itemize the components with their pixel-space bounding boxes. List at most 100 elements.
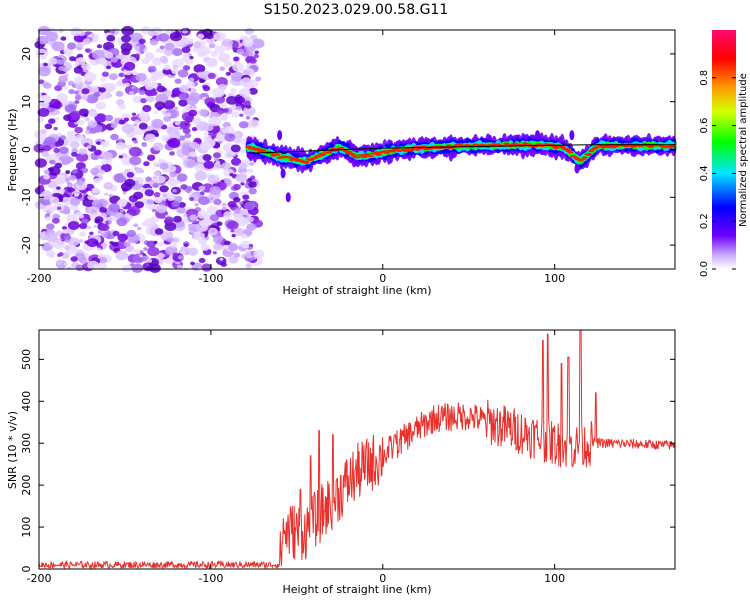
noise-speckle [141, 143, 148, 148]
noise-speckle [174, 106, 179, 110]
noise-speckle [144, 83, 154, 91]
noise-speckle [242, 194, 250, 200]
noise-speckle [189, 151, 197, 158]
noise-speckle [228, 255, 239, 264]
noise-speckle [184, 133, 192, 139]
noise-speckle [248, 243, 254, 248]
noise-speckle [164, 222, 177, 232]
noise-speckle [49, 196, 60, 205]
noise-speckle [198, 108, 209, 117]
noise-speckle [223, 211, 233, 219]
noise-speckle [133, 123, 138, 127]
noise-speckle [243, 100, 251, 107]
noise-speckle [43, 174, 50, 180]
noise-speckle [139, 254, 144, 258]
noise-speckle [144, 133, 156, 143]
noise-speckle [56, 186, 61, 190]
noise-speckle [206, 58, 218, 68]
noise-speckle [110, 30, 116, 35]
noise-speckle [229, 173, 234, 177]
noise-speckle [230, 88, 237, 94]
x-tick-label: 100 [544, 272, 565, 285]
noise-speckle [194, 203, 199, 207]
noise-speckle [172, 237, 180, 243]
noise-speckle [164, 216, 174, 224]
noise-speckle [182, 158, 196, 169]
noise-speckle [134, 119, 140, 124]
noise-speckle [59, 146, 69, 154]
noise-speckle [200, 243, 210, 251]
noise-speckle [169, 151, 175, 156]
noise-speckle [70, 256, 78, 262]
noise-speckle [253, 249, 265, 259]
noise-speckle [239, 201, 244, 205]
noise-speckle [69, 56, 76, 62]
noise-speckle [153, 192, 161, 198]
colorbar-tick-label: 0.0 [699, 261, 710, 277]
noise-speckle [215, 160, 221, 165]
noise-speckle [118, 72, 125, 78]
noise-speckle [172, 189, 177, 193]
noise-speckle [139, 114, 148, 122]
noise-speckle [187, 247, 199, 256]
top-y-axis-label: Frequency (Hz) [6, 109, 19, 192]
noise-speckle [231, 157, 242, 166]
chart-title: S150.2023.029.00.58.G11 [264, 2, 449, 18]
noise-speckle [131, 112, 137, 116]
noise-speckle [121, 123, 135, 134]
signal-blob [320, 153, 326, 157]
noise-speckle [198, 46, 211, 56]
x-tick-label: -200 [27, 272, 52, 285]
noise-speckle [213, 152, 221, 159]
noise-speckle [68, 174, 77, 181]
noise-speckle [123, 241, 131, 247]
noise-speckle [169, 171, 177, 178]
noise-speckle [209, 214, 220, 222]
noise-speckle [231, 106, 236, 111]
noise-speckle [189, 197, 195, 201]
noise-speckle [74, 91, 79, 95]
noise-speckle [253, 54, 259, 59]
noise-speckle [93, 240, 99, 245]
noise-speckle [57, 59, 65, 65]
noise-speckle [104, 114, 114, 122]
noise-speckle [245, 263, 253, 269]
noise-speckle [110, 123, 118, 129]
noise-speckle [93, 91, 101, 97]
noise-speckle [192, 47, 200, 53]
noise-speckle [134, 45, 141, 51]
noise-speckle [74, 95, 82, 101]
noise-speckle [240, 148, 247, 154]
noise-speckle [126, 171, 135, 178]
noise-speckle [181, 46, 191, 54]
noise-speckle [210, 50, 219, 57]
noise-speckle [213, 198, 222, 206]
noise-speckle [248, 87, 258, 95]
noise-speckle [245, 116, 251, 120]
noise-speckle [178, 93, 188, 100]
noise-speckle [231, 111, 240, 118]
noise-speckle [194, 170, 207, 181]
noise-speckle [222, 206, 227, 211]
noise-speckle [52, 217, 60, 224]
noise-speckle [118, 103, 126, 110]
signal-blob [647, 145, 654, 149]
noise-speckle [161, 135, 171, 142]
noise-speckle [139, 50, 145, 55]
noise-speckle [87, 194, 95, 201]
noise-speckle [209, 197, 214, 201]
noise-speckle [219, 257, 224, 261]
noise-speckle [235, 96, 245, 104]
noise-speckle [196, 71, 205, 78]
x-tick-label: -200 [27, 572, 52, 585]
noise-speckle [62, 226, 67, 230]
noise-speckle [210, 229, 215, 233]
noise-speckle [224, 244, 230, 249]
noise-speckle [101, 212, 106, 216]
noise-speckle [37, 185, 45, 191]
noise-speckle [240, 182, 245, 186]
noise-speckle [227, 243, 239, 252]
noise-speckle [80, 63, 91, 71]
noise-speckle [199, 78, 205, 84]
noise-speckle [36, 117, 44, 123]
